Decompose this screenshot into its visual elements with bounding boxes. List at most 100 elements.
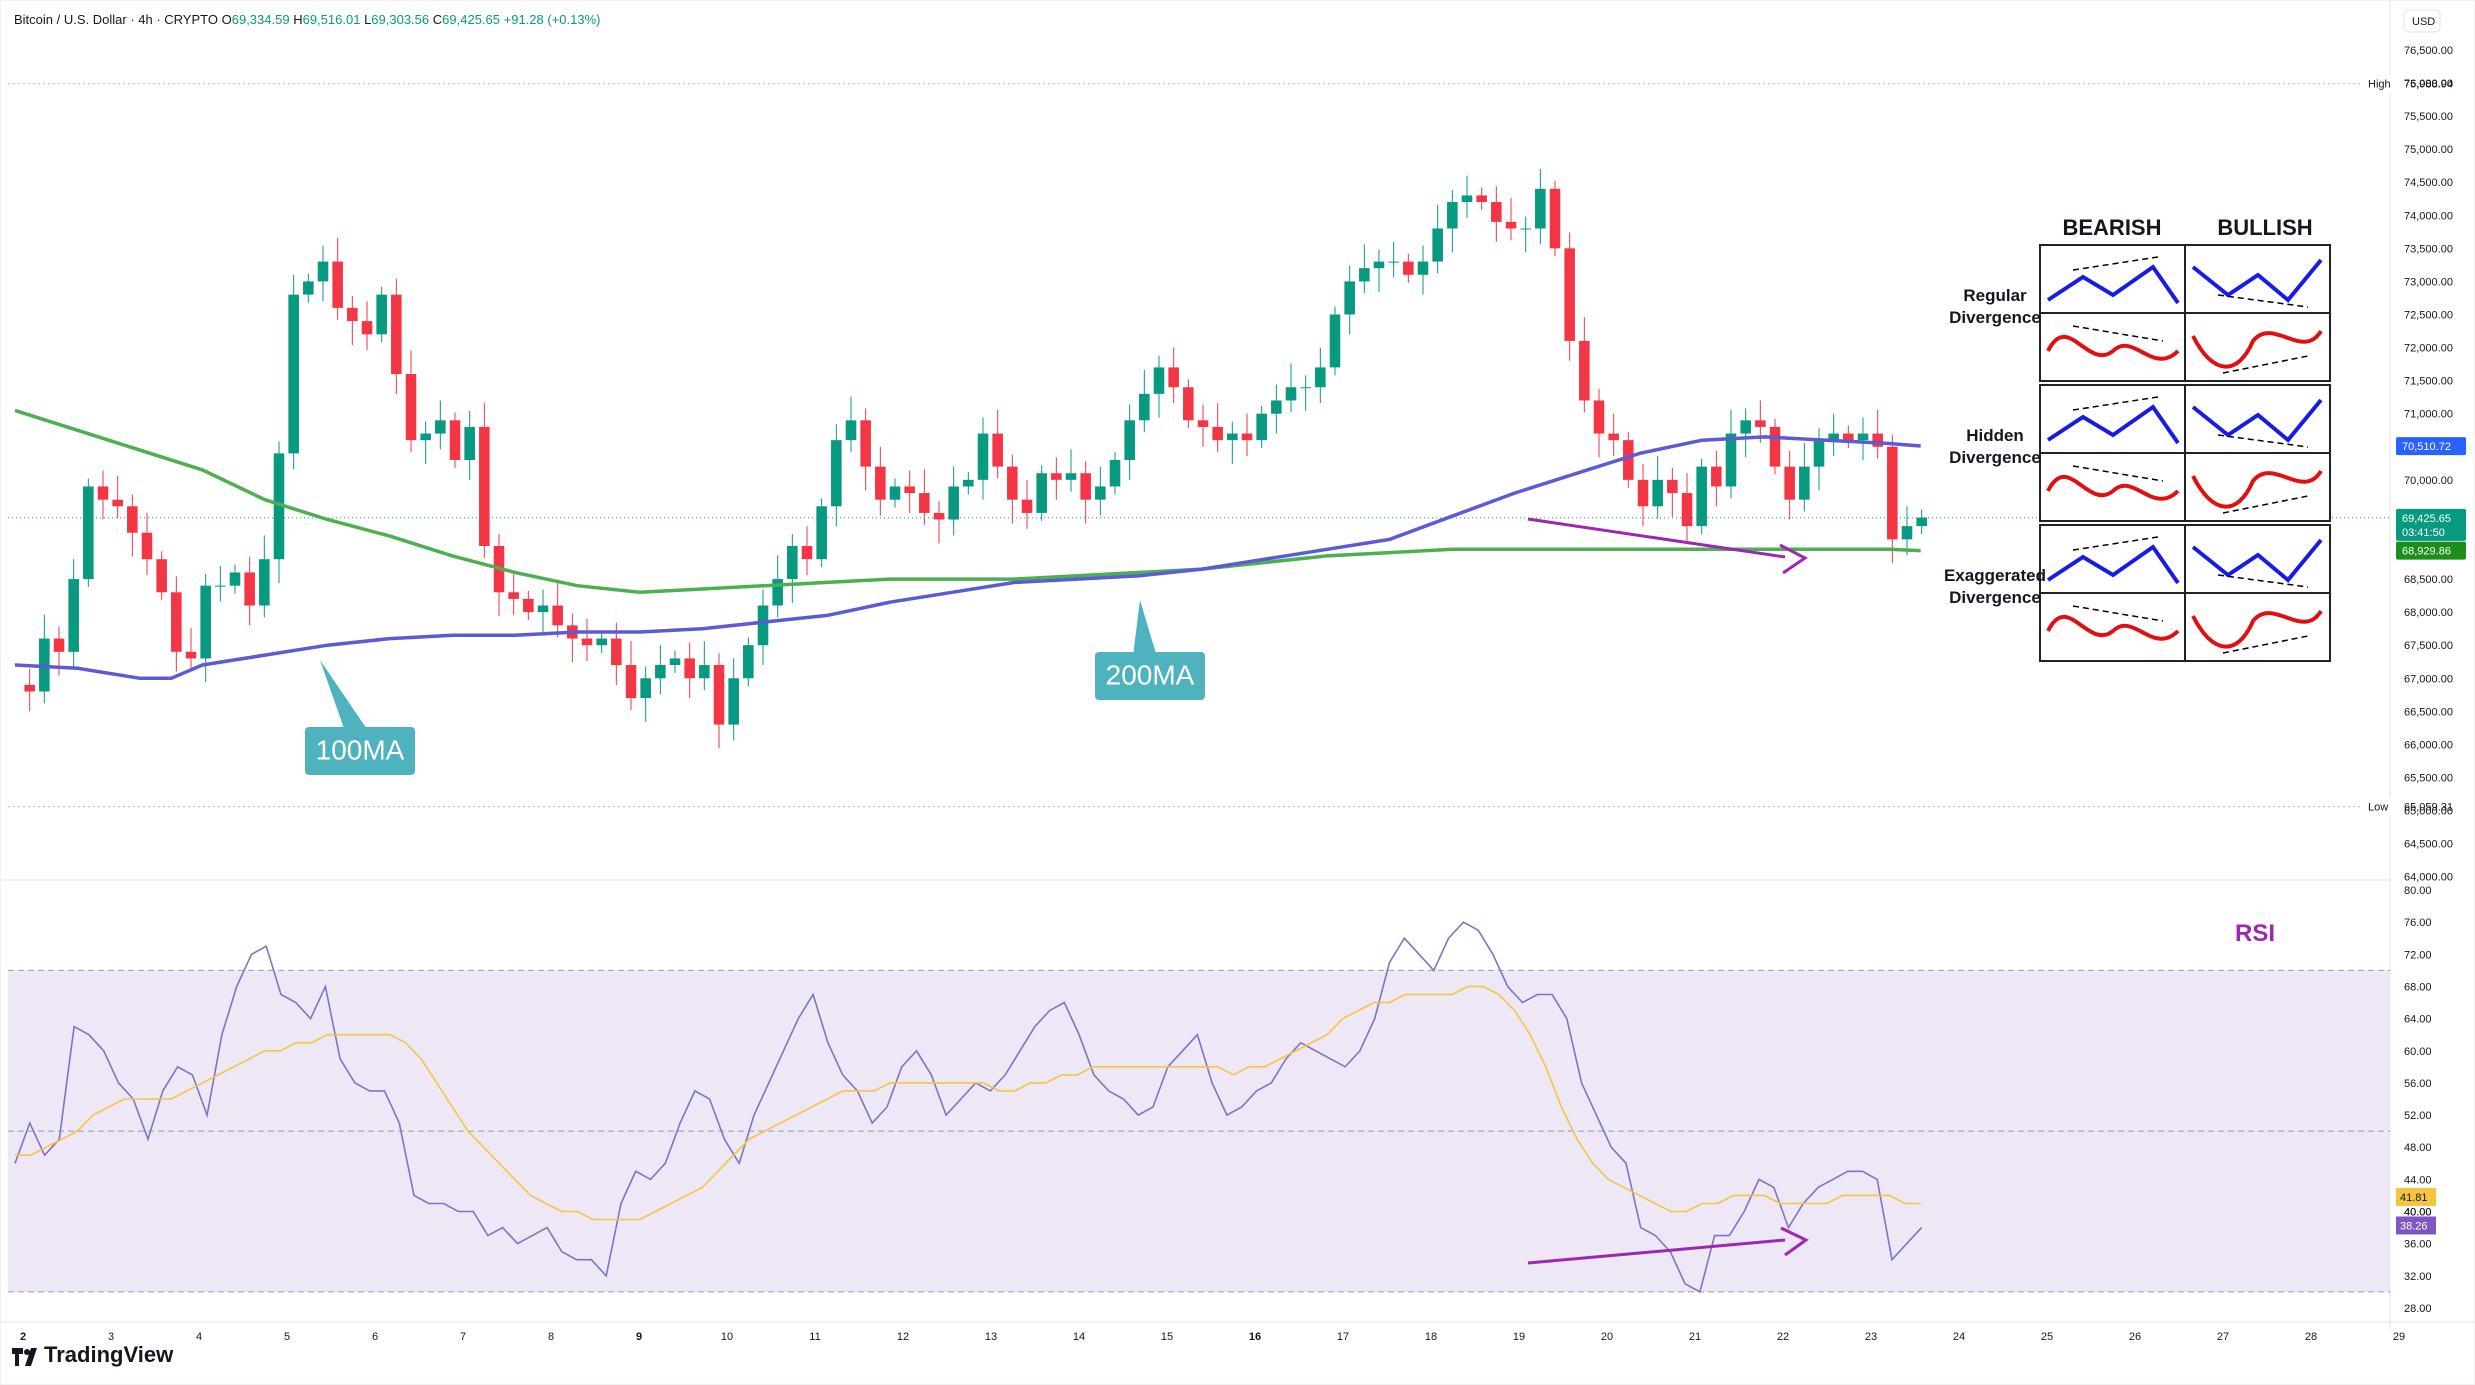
legend-price-line (2191, 398, 2323, 443)
candle-body (919, 493, 930, 513)
rsi-ma-tag-bg (2396, 1187, 2436, 1206)
candle-body (1461, 195, 1473, 203)
rsi-tick-label: 68.00 (2404, 981, 2432, 993)
candle-body (1197, 420, 1209, 427)
rsi-tick-label: 36.00 (2404, 1239, 2432, 1251)
price-tick-label: 66,000.00 (2404, 739, 2453, 751)
ohlc-close-label: C (432, 12, 443, 27)
candle-body (1183, 387, 1194, 421)
price-tick-label: 72,000.00 (2404, 343, 2453, 355)
ma200-tag-bg (2396, 541, 2466, 560)
time-tick-label: 13 (985, 1331, 997, 1343)
candle-body (361, 321, 373, 335)
callout-200ma-label: 200MA (1106, 660, 1195, 691)
ma100-tag-bg (2396, 437, 2466, 456)
candle-body (273, 453, 285, 560)
price-tick-label: 76,500.00 (2404, 45, 2453, 57)
rsi-tick-label: 80.00 (2404, 885, 2432, 897)
candle-body (83, 486, 94, 580)
rsi-divergence-line (1527, 1238, 1786, 1265)
rsi-tick-label: 28.00 (2404, 1303, 2432, 1315)
legend-rsi-line (2191, 329, 2323, 369)
ma100-tag: 70,510.72 (2402, 441, 2451, 453)
time-tick-label: 4 (196, 1331, 202, 1343)
legend-rsi-line (2046, 614, 2180, 641)
candle-body (684, 658, 695, 679)
candle-body (332, 261, 343, 308)
callout-100ma-box (305, 727, 415, 775)
time-tick-label: 22 (1777, 1331, 1789, 1343)
candle-body (1637, 479, 1649, 507)
price-divergence-arrow (1779, 543, 1808, 575)
candle-body (1491, 202, 1502, 222)
candle-body (1711, 466, 1722, 487)
low-label-bg (2362, 797, 2394, 816)
candle-body (1813, 440, 1825, 467)
candle-body (1579, 340, 1590, 401)
time-tick-label: 29 (2393, 1331, 2405, 1343)
candle-body (1681, 493, 1693, 527)
candle-body (479, 426, 490, 546)
candle-body (244, 572, 255, 606)
time-tick-label: 3 (108, 1331, 114, 1343)
candle-body (625, 665, 637, 699)
candle-body (1843, 433, 1854, 441)
candle-body (141, 532, 153, 560)
time-tick-label: 7 (460, 1331, 466, 1343)
price-tick-label: 67,500.00 (2404, 640, 2453, 652)
legend-row-label: Divergence (1949, 308, 2041, 327)
time-tick-label: 15 (1161, 1331, 1173, 1343)
candle-body (288, 294, 299, 454)
candle-body (772, 579, 783, 606)
candle-body (1505, 221, 1517, 229)
rsi-value-tag: 38.26 (2400, 1220, 2428, 1232)
candle-body (640, 678, 651, 699)
time-tick-label: 11 (809, 1331, 820, 1343)
legend-header-bullish: BULLISH (2217, 215, 2312, 240)
rsi-band-tag: 40.00 (2404, 1207, 2432, 1219)
rsi-tick-label: 52.00 (2404, 1110, 2432, 1122)
candle-body (1241, 433, 1253, 441)
ohlc-high-label: H (293, 12, 303, 27)
legend-price-line (2191, 538, 2323, 583)
price-tick-label: 72,500.00 (2404, 309, 2453, 321)
candle-body (1740, 420, 1751, 434)
candle-body (948, 486, 959, 520)
candle-body (596, 638, 607, 646)
candle-body (831, 440, 842, 507)
candle-body (845, 420, 857, 441)
candle-body (1315, 367, 1326, 388)
time-tick-label: 17 (1337, 1331, 1349, 1343)
candle-body (1828, 433, 1839, 441)
candles-group (24, 168, 1927, 749)
candle-body (904, 486, 915, 494)
currency-label: USD (2412, 16, 2435, 28)
candle-body (508, 592, 519, 599)
rsi-tick-label: 40.00 (2404, 1207, 2432, 1219)
candle-body (215, 585, 226, 587)
legend-trendline (2072, 256, 2159, 271)
legend-trendline (2217, 434, 2309, 448)
legend-rsi-line (2191, 609, 2323, 649)
rsi-tick-label: 64.00 (2404, 1014, 2432, 1026)
tradingview-logo[interactable]: TradingView (12, 1342, 173, 1368)
rsi-divergence-arrow (1780, 1226, 1809, 1257)
legend-row-label: Hidden (1966, 426, 2024, 445)
callout-100ma-label: 100MA (316, 735, 405, 766)
legend-rsi-line (2191, 469, 2323, 509)
candle-body (1344, 281, 1355, 315)
candle-body (1036, 473, 1047, 513)
ohlc-open-label: O (221, 12, 232, 27)
ma200-line (14, 408, 1921, 595)
tradingview-logo-icon (12, 1346, 38, 1366)
candle-body (259, 559, 270, 606)
candle-body (200, 585, 211, 659)
candle-body (1725, 433, 1737, 487)
candle-body (1564, 248, 1575, 341)
rsi-tick-label: 60.00 (2404, 1046, 2432, 1058)
price-tick-label: 74,000.00 (2404, 210, 2453, 222)
rsi-ma-line (15, 985, 1921, 1221)
symbol-title: Bitcoin / U.S. Dollar · 4h · CRYPTO (14, 12, 218, 27)
